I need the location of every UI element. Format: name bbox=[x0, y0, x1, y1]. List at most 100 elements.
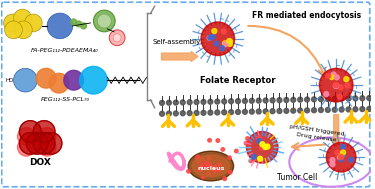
Circle shape bbox=[338, 94, 342, 99]
Ellipse shape bbox=[277, 98, 282, 103]
Circle shape bbox=[24, 14, 42, 32]
Circle shape bbox=[13, 68, 37, 92]
Circle shape bbox=[38, 138, 56, 156]
Ellipse shape bbox=[229, 99, 234, 104]
Circle shape bbox=[207, 36, 212, 40]
Circle shape bbox=[221, 148, 225, 151]
FancyArrow shape bbox=[332, 115, 340, 146]
Ellipse shape bbox=[215, 110, 220, 115]
Ellipse shape bbox=[160, 111, 165, 116]
Circle shape bbox=[93, 10, 115, 32]
Ellipse shape bbox=[215, 99, 220, 104]
Circle shape bbox=[33, 121, 55, 142]
Text: Tumor Cell: Tumor Cell bbox=[276, 173, 317, 182]
Ellipse shape bbox=[326, 107, 330, 112]
Ellipse shape bbox=[353, 107, 358, 112]
Circle shape bbox=[201, 175, 205, 179]
Ellipse shape bbox=[318, 108, 323, 112]
Circle shape bbox=[113, 34, 121, 42]
Circle shape bbox=[218, 163, 221, 166]
Ellipse shape bbox=[326, 97, 330, 101]
Ellipse shape bbox=[312, 97, 316, 102]
Text: nucleus: nucleus bbox=[197, 166, 225, 170]
Circle shape bbox=[49, 73, 69, 93]
Circle shape bbox=[221, 29, 226, 34]
Circle shape bbox=[207, 172, 210, 176]
Ellipse shape bbox=[304, 97, 309, 102]
Circle shape bbox=[260, 142, 265, 147]
Circle shape bbox=[228, 39, 232, 44]
Circle shape bbox=[338, 85, 343, 90]
Circle shape bbox=[210, 34, 215, 39]
Ellipse shape bbox=[367, 106, 372, 111]
Text: HO: HO bbox=[5, 78, 14, 83]
Circle shape bbox=[329, 75, 334, 80]
Circle shape bbox=[265, 144, 270, 149]
Circle shape bbox=[214, 41, 219, 46]
Ellipse shape bbox=[298, 97, 303, 102]
Circle shape bbox=[339, 157, 344, 162]
Circle shape bbox=[260, 145, 264, 150]
Ellipse shape bbox=[194, 100, 199, 105]
Circle shape bbox=[109, 30, 125, 46]
Text: Self-assembly: Self-assembly bbox=[152, 39, 201, 45]
Circle shape bbox=[340, 144, 345, 149]
Circle shape bbox=[235, 149, 238, 153]
Ellipse shape bbox=[249, 109, 254, 114]
Circle shape bbox=[209, 165, 212, 167]
Circle shape bbox=[200, 157, 204, 161]
Circle shape bbox=[339, 154, 344, 159]
Circle shape bbox=[200, 164, 203, 167]
Ellipse shape bbox=[332, 107, 337, 112]
Circle shape bbox=[205, 165, 208, 168]
Ellipse shape bbox=[180, 111, 185, 116]
Circle shape bbox=[33, 132, 55, 154]
Ellipse shape bbox=[263, 109, 268, 114]
Circle shape bbox=[249, 159, 253, 163]
Ellipse shape bbox=[222, 110, 226, 115]
Circle shape bbox=[227, 42, 232, 46]
Ellipse shape bbox=[332, 96, 337, 101]
Circle shape bbox=[326, 142, 356, 172]
Circle shape bbox=[208, 35, 213, 40]
FancyArrowPatch shape bbox=[248, 26, 325, 75]
Ellipse shape bbox=[173, 111, 178, 116]
Circle shape bbox=[326, 73, 331, 78]
Circle shape bbox=[80, 66, 107, 94]
Circle shape bbox=[20, 121, 41, 142]
Ellipse shape bbox=[236, 109, 240, 115]
Ellipse shape bbox=[360, 96, 365, 101]
Circle shape bbox=[200, 166, 203, 169]
Circle shape bbox=[258, 156, 262, 161]
Circle shape bbox=[197, 160, 201, 163]
Circle shape bbox=[330, 162, 335, 167]
Circle shape bbox=[340, 150, 345, 155]
Circle shape bbox=[331, 72, 336, 77]
Ellipse shape bbox=[291, 97, 296, 102]
Circle shape bbox=[217, 168, 220, 171]
Circle shape bbox=[214, 170, 216, 173]
Ellipse shape bbox=[187, 111, 192, 115]
Ellipse shape bbox=[346, 107, 351, 112]
Circle shape bbox=[208, 139, 212, 142]
Circle shape bbox=[76, 21, 82, 27]
Ellipse shape bbox=[298, 108, 303, 113]
Circle shape bbox=[330, 158, 335, 163]
FancyArrowPatch shape bbox=[292, 143, 326, 150]
Ellipse shape bbox=[277, 108, 282, 113]
Ellipse shape bbox=[229, 110, 234, 115]
Circle shape bbox=[228, 156, 231, 160]
Circle shape bbox=[349, 157, 354, 162]
Ellipse shape bbox=[243, 98, 248, 103]
Circle shape bbox=[339, 155, 344, 160]
Circle shape bbox=[223, 42, 228, 47]
Circle shape bbox=[338, 153, 343, 158]
Circle shape bbox=[324, 92, 329, 97]
Ellipse shape bbox=[236, 99, 240, 104]
Circle shape bbox=[4, 21, 22, 39]
Circle shape bbox=[333, 83, 338, 88]
Circle shape bbox=[40, 132, 62, 154]
Ellipse shape bbox=[360, 107, 365, 112]
Ellipse shape bbox=[367, 96, 372, 101]
Ellipse shape bbox=[284, 98, 289, 102]
